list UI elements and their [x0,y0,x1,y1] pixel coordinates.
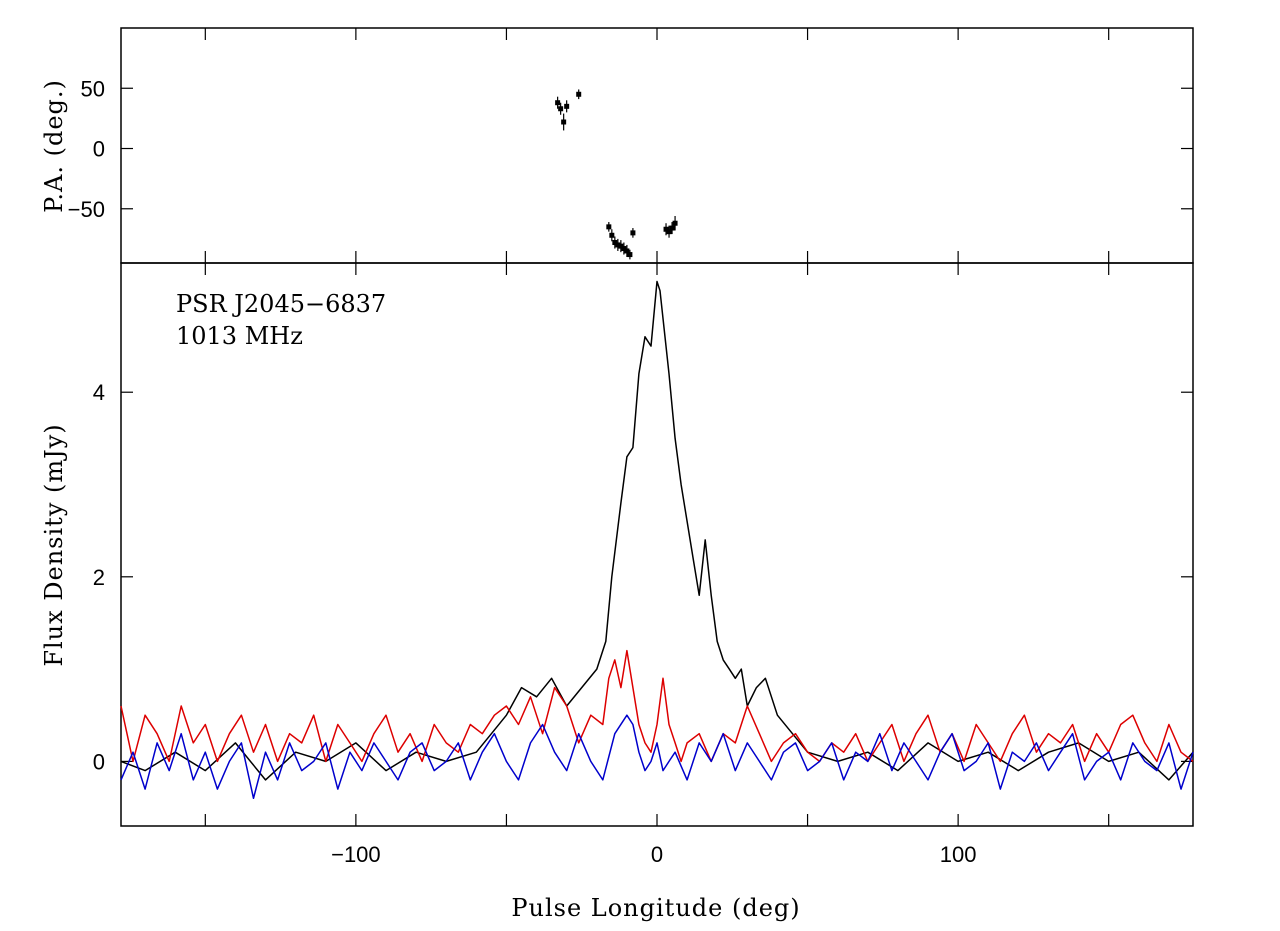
y-axis-label-flux: Flux Density (mJy) [40,423,68,666]
y-tick-label: 0 [93,749,105,774]
pa-point [618,243,624,249]
pa-point [624,248,630,254]
y-tick-label: −50 [68,197,105,222]
pa-point [615,242,621,248]
pa-point [576,91,582,97]
pa-point [612,240,618,246]
plot-frame [120,27,1194,264]
y-tick-label: 0 [93,137,105,162]
pa-point [558,106,564,112]
pa-point [561,119,567,125]
pa-point [672,220,678,226]
annotation-frequency: 1013 MHz [176,322,303,350]
x-axis-label: Pulse Longitude (deg) [511,894,800,922]
flux-panel: 0 2 4 −100 0 100 [93,262,1194,867]
pa-point [666,229,672,235]
profile-series-1 [120,649,1194,763]
y-axis-label-pa: P.A. (deg.) [40,79,68,213]
y-tick-label: 2 [93,565,105,590]
pa-panel: −50 0 50 [68,27,1194,264]
pa-point [621,246,627,252]
x-tick-label: −100 [331,842,381,867]
pa-point [555,100,561,106]
profile-series-2 [120,714,1194,800]
y-tick-label: 4 [93,380,105,405]
x-tick-label: 0 [651,842,663,867]
pa-point [606,224,612,230]
y-tick-label: 50 [81,76,105,101]
pa-point [669,225,675,231]
pa-point [609,232,615,238]
annotation-source-name: PSR J2045−6837 [176,290,386,318]
pa-point [627,252,633,258]
pa-point [564,103,570,109]
x-tick-label: 100 [940,842,977,867]
profile-series-0 [120,280,1194,781]
pa-point [663,226,669,232]
pa-point [630,230,636,236]
